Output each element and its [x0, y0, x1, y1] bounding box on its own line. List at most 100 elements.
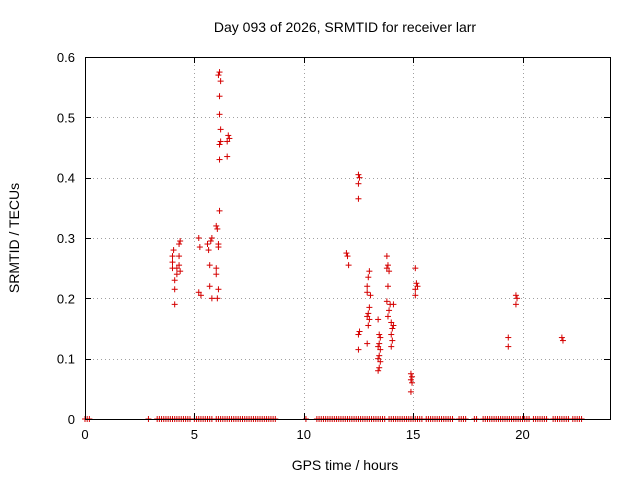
data-point [384, 262, 391, 269]
data-point [215, 244, 222, 251]
data-point [383, 253, 390, 260]
data-point [214, 295, 221, 302]
data-point [376, 364, 383, 371]
data-point [356, 174, 363, 181]
data-point [390, 301, 397, 308]
data-point [177, 238, 184, 245]
data-point [217, 126, 224, 133]
axis-ticks: 0 5 10 15 20 0 0.1 0.2 0.3 0.4 0.5 0.6 [57, 50, 610, 442]
data-point [205, 247, 212, 254]
data-point [390, 322, 397, 329]
data-point [207, 238, 214, 245]
data-point [196, 244, 203, 251]
data-point [375, 316, 382, 323]
data-point [514, 295, 521, 302]
data-point [365, 310, 372, 317]
data-point [355, 195, 362, 202]
data-point [213, 222, 220, 229]
data-point [216, 156, 223, 163]
data-point [364, 313, 371, 320]
y-tick-label: 0.5 [57, 110, 75, 125]
data-point [213, 271, 220, 278]
data-point [412, 265, 419, 272]
data-point [206, 283, 213, 290]
data-point [344, 253, 351, 260]
data-point [559, 337, 566, 344]
data-point [177, 268, 184, 275]
data-point [171, 277, 178, 284]
data-point [376, 340, 383, 347]
data-point [195, 289, 202, 296]
data-point [377, 358, 384, 365]
x-tick-label: 20 [515, 427, 529, 442]
data-point [364, 289, 371, 296]
y-tick-label: 0.2 [57, 291, 75, 306]
data-point [376, 352, 383, 359]
data-point [412, 286, 419, 293]
data-point [208, 295, 215, 302]
data-point [226, 135, 233, 142]
grid [85, 57, 610, 419]
data-point [197, 292, 204, 299]
data-point [383, 265, 390, 272]
data-point [176, 262, 183, 269]
data-point [169, 259, 176, 266]
data-point [364, 283, 371, 290]
data-point [376, 331, 383, 338]
data-points [82, 69, 585, 422]
data-point [375, 355, 382, 362]
data-point [409, 379, 416, 386]
chart-title: Day 093 of 2026, SRMTID for receiver lar… [214, 19, 477, 35]
data-point [215, 286, 222, 293]
data-point [206, 262, 213, 269]
data-point [343, 250, 350, 257]
y-tick-label: 0.3 [57, 231, 75, 246]
data-point [377, 346, 384, 353]
data-point [216, 111, 223, 118]
data-point [216, 93, 223, 100]
data-point [355, 171, 362, 178]
data-point [208, 235, 215, 241]
y-tick-label: 0.1 [57, 352, 75, 367]
data-point [213, 265, 220, 272]
data-point [216, 69, 223, 76]
data-point [170, 247, 177, 254]
data-point [224, 153, 231, 160]
x-tick-label: 5 [191, 427, 198, 442]
data-point [386, 307, 393, 314]
data-point [364, 340, 371, 347]
data-point [375, 367, 382, 374]
data-point [366, 316, 373, 323]
data-point [225, 132, 232, 139]
data-point [407, 388, 414, 395]
data-point [345, 262, 352, 269]
data-point [388, 343, 395, 350]
data-point [389, 325, 396, 332]
x-tick-label: 15 [406, 427, 420, 442]
data-point [173, 271, 180, 278]
data-point [355, 331, 362, 338]
data-point [169, 253, 176, 260]
data-point [366, 268, 373, 275]
x-tick-label: 10 [297, 427, 311, 442]
data-point [215, 72, 222, 79]
data-point [407, 370, 414, 377]
data-point [512, 292, 519, 299]
x-tick-label: 0 [81, 427, 88, 442]
y-tick-label: 0 [68, 412, 75, 427]
plot-frame [85, 57, 611, 420]
data-point [176, 253, 183, 260]
data-point [388, 331, 395, 338]
data-point [204, 241, 211, 248]
data-point [414, 283, 421, 290]
data-point [375, 343, 382, 350]
data-point [217, 138, 224, 145]
y-tick-label: 0.4 [57, 171, 75, 186]
data-point [365, 322, 372, 329]
data-point [407, 376, 414, 383]
data-point [214, 225, 221, 232]
data-point [171, 286, 178, 293]
data-point [384, 313, 391, 320]
y-axis-label: SRMTID / TECUs [6, 183, 22, 293]
